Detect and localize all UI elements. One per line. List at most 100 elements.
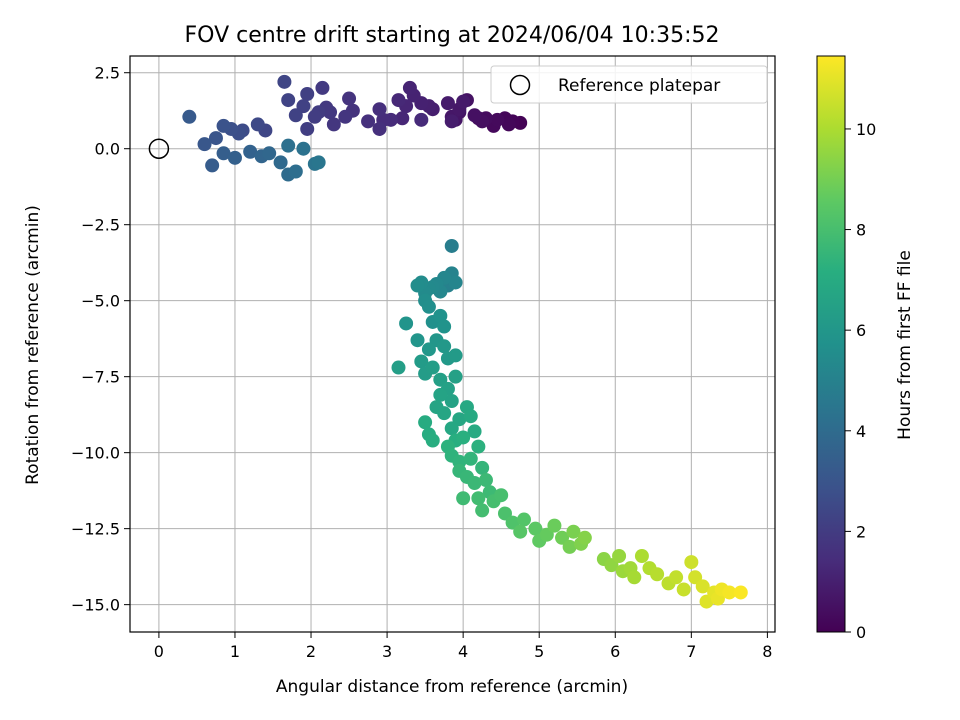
data-point [288,164,303,179]
x-tick-label: 2 [306,642,316,661]
colorbar-tick-label: 0 [856,623,866,642]
data-point [311,155,326,170]
data-point [197,137,212,152]
data-point [471,491,486,506]
colorbar-tick-label: 10 [856,120,876,139]
data-point [391,93,406,108]
data-point [296,141,311,156]
plot-frame [129,55,776,633]
legend-box [490,65,768,104]
y-tick-label: −7.5 [81,368,120,387]
data-point [684,555,699,570]
data-point [513,524,528,539]
x-tick-label: 1 [230,642,240,661]
data-point [444,114,459,129]
data-point [437,406,452,421]
data-point [612,549,627,564]
colorbar [816,55,846,633]
data-point [262,146,277,161]
legend: Reference platepar [490,65,768,104]
data-point [243,144,258,159]
data-point [227,150,242,165]
data-point [494,488,509,503]
data-point [250,117,265,132]
data-point [372,121,387,136]
data-point [627,570,642,585]
data-point [467,476,482,491]
data-point [444,393,459,408]
data-point [281,93,296,108]
y-axis-label: Rotation from reference (arcmin) [23,205,43,485]
data-point [300,121,315,136]
colorbar-tick-label: 6 [856,321,866,340]
colorbar-tick-label: 4 [856,422,866,441]
data-point [410,278,425,293]
data-point [437,339,452,354]
colorbar-tick-label: 2 [856,522,866,541]
grid [130,56,775,632]
scatter-points [182,74,748,609]
colorbar-tick-label: 8 [856,221,866,240]
data-point [577,530,592,545]
data-point [433,387,448,402]
y-tick-label: 2.5 [95,64,120,83]
x-tick-label: 6 [610,642,620,661]
data-point [433,308,448,323]
data-point [372,102,387,117]
data-point [456,94,471,109]
y-tick-label: −5.0 [81,292,120,311]
x-axis-ticks: 0 1 2 3 4 5 6 7 8 [154,632,772,661]
data-point [676,582,691,597]
data-point [562,539,577,554]
data-point [216,146,231,161]
data-point [501,117,516,132]
x-tick-label: 5 [534,642,544,661]
x-axis-label: Angular distance from reference (arcmin) [276,677,628,697]
data-point [475,503,490,518]
data-point [273,155,288,170]
data-point [440,96,455,111]
colorbar-label: Hours from first FF file [895,250,915,440]
data-point [338,109,353,124]
data-point [448,275,463,290]
data-point [695,579,710,594]
colorbar-ticks: 0 2 4 6 8 10 [845,120,876,642]
data-point [444,421,459,436]
reference-platepar-marker [148,138,170,159]
chart-title: FOV centre drift starting at 2024/06/04 … [185,23,720,48]
x-tick-label: 7 [686,642,696,661]
data-point [315,80,330,95]
data-point [722,585,737,600]
data-point [444,238,459,253]
y-axis-ticks: 2.5 0.0 −2.5 −5.0 −7.5 −10.0 −12.5 −15.0 [71,64,130,615]
data-point [425,433,440,448]
y-tick-label: −12.5 [71,520,120,539]
data-point [463,409,478,424]
data-point [208,131,223,146]
data-point [421,299,436,314]
legend-marker [509,74,531,96]
data-point [528,521,543,536]
data-point [456,430,471,445]
legend-label: Reference platepar [558,76,720,96]
data-point [475,460,490,475]
data-point [414,112,429,127]
data-point [342,91,357,106]
y-tick-label: −10.0 [71,444,120,463]
data-point [205,158,220,173]
data-point [566,524,581,539]
data-point [467,108,482,123]
data-point [650,567,665,582]
data-point [448,348,463,363]
data-point [414,354,429,369]
data-point [467,424,482,439]
data-point [277,74,292,89]
data-point [418,415,433,430]
data-point [669,570,684,585]
data-point [300,86,315,101]
data-point [425,360,440,375]
x-tick-label: 4 [458,642,468,661]
data-point [456,491,471,506]
y-tick-label: −15.0 [71,596,120,615]
